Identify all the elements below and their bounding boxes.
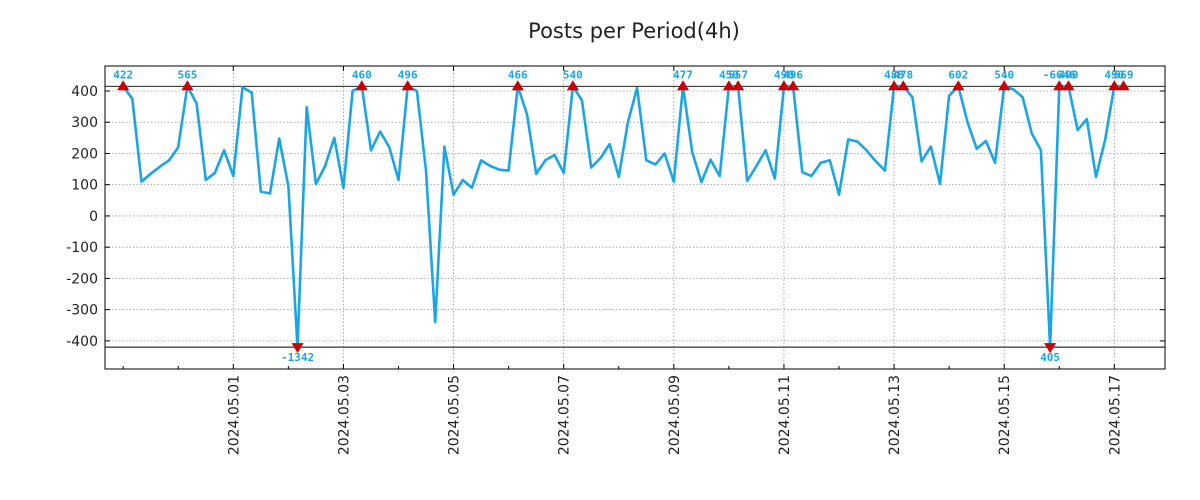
clip-value-label: 466 (508, 68, 528, 81)
y-tick-label: -100 (66, 240, 98, 256)
y-tick-label: 200 (71, 146, 98, 162)
x-tick-label: 2024.05.05 (447, 375, 463, 455)
clip-marker (787, 80, 800, 91)
clip-marker (998, 80, 1011, 91)
y-tick-label: 100 (71, 178, 98, 194)
chart-title: Posts per Period(4h) (528, 19, 740, 43)
clip-value-label: 557 (728, 68, 748, 81)
x-tick-label: 2024.05.15 (997, 375, 1013, 455)
grid (105, 66, 1165, 369)
clip-marker (722, 80, 735, 91)
clip-marker (1117, 80, 1130, 91)
clip-value-label: 602 (948, 68, 968, 81)
clip-marker (291, 343, 304, 354)
clip-marker (117, 80, 130, 91)
clip-marker (777, 80, 790, 91)
clip-marker (355, 80, 368, 91)
y-tick-label: 400 (71, 84, 98, 100)
clip-marker (401, 80, 414, 91)
x-tick-label: 2024.05.17 (1107, 375, 1123, 455)
x-tick-label: 2024.05.09 (667, 375, 683, 455)
y-tick-label: 300 (71, 115, 98, 131)
clip-marker (897, 80, 910, 91)
y-tick-label: -200 (66, 271, 98, 287)
clip-marker (676, 80, 689, 91)
clip-value-label: 565 (177, 68, 197, 81)
clip-marker (511, 80, 524, 91)
clip-value-label: -1342 (281, 351, 314, 364)
clip-value-label: 490 (774, 68, 794, 81)
y-tick-label: -300 (66, 303, 98, 319)
series-line-posts (122, 85, 1124, 349)
x-tick-label: 2024.05.03 (336, 375, 352, 455)
clip-value-label: 478 (893, 68, 913, 81)
clip-marker (1062, 80, 1075, 91)
clip-marker (1044, 343, 1057, 354)
clip-value-label: 460 (352, 68, 372, 81)
axes: 400 300 200 100 0 -100 -200 -300 -400 2024.05.01 2… (66, 65, 1166, 455)
clip-value-label: 490 (1104, 68, 1124, 81)
clip-marker (181, 80, 194, 91)
x-tick-label: 2024.05.01 (226, 375, 242, 455)
clip-value-label: 540 (563, 68, 583, 81)
clip-value-label: 496 (783, 68, 803, 81)
clip-marker (732, 80, 745, 91)
clip-reference-lines (105, 85, 1165, 348)
clip-marker (952, 80, 965, 91)
clip-marker (1053, 80, 1066, 91)
clip-value-label: 405 (1040, 351, 1060, 364)
series-layer (122, 85, 1124, 349)
clip-marker (566, 80, 579, 91)
plot-frame (104, 65, 1166, 370)
clip-value-label: 450 (719, 68, 739, 81)
clip-value-label: 488 (884, 68, 904, 81)
clip-value-label: 490 (1059, 68, 1079, 81)
clip-value-label: 422 (113, 68, 133, 81)
clip-value-label: 496 (398, 68, 418, 81)
x-tick-label: 2024.05.07 (557, 375, 573, 455)
clip-marker (888, 80, 901, 91)
clip-value-label: 540 (994, 68, 1014, 81)
clip-marker (1108, 80, 1121, 91)
x-tick-label: 2024.05.11 (777, 375, 793, 455)
y-tick-label: -400 (66, 334, 98, 350)
x-tick-label: 2024.05.13 (887, 375, 903, 455)
clip-value-label: -6646 (1043, 68, 1076, 81)
y-tick-label: 0 (89, 209, 98, 225)
clip-value-label: 569 (1114, 68, 1134, 81)
clip-value-label: 477 (673, 68, 693, 81)
